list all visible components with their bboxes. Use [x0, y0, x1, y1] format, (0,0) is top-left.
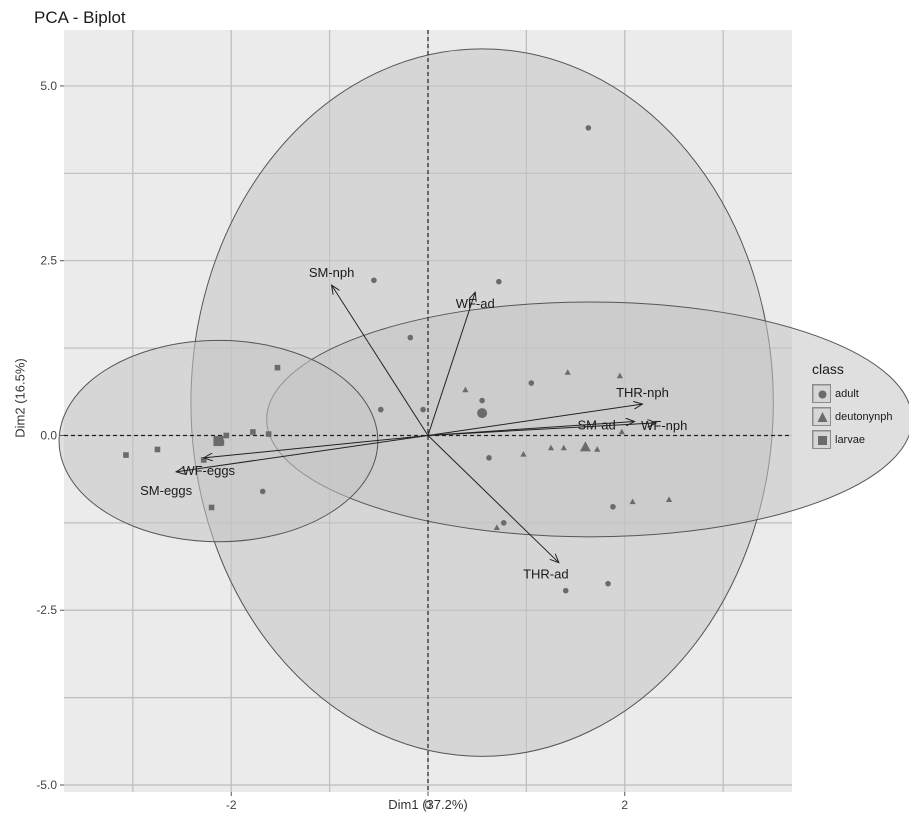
point-deutonynph: [560, 444, 567, 451]
point-adult: [610, 503, 616, 510]
point-deutonynph: [594, 446, 601, 452]
point-adult: [377, 406, 384, 413]
variable-arrows: SM-nph WF-ad THR-nph SM-ad WF-nph THR-ad WF-eg…: [140, 265, 687, 582]
point-adult: [479, 397, 485, 404]
arrow-label-SM-ad: SM-ad: [577, 417, 615, 432]
mean-point-adult: [477, 408, 488, 419]
arrow-label-THR-nph: THR-nph: [616, 385, 669, 400]
legend-label: adult: [835, 387, 859, 400]
point-adult: [528, 380, 535, 386]
arrow-THR-nph: [427, 404, 642, 436]
point-deutonynph: [520, 450, 527, 457]
arrow-WF-ad: [427, 292, 475, 436]
y-tick-label: 2.5: [40, 254, 57, 268]
point-adult: [371, 277, 377, 284]
mean-point-deutonynph: [579, 441, 591, 452]
arrow-SM-nph: [332, 285, 429, 436]
point-deutonynph: [665, 496, 673, 503]
legend-circle-icon: [812, 384, 831, 403]
legend-square-icon: [812, 430, 831, 449]
point-larvae: [274, 364, 281, 371]
arrow-label-WF-nph: WF-nph: [641, 418, 687, 433]
legend-title: class: [812, 361, 844, 377]
point-adult: [500, 520, 507, 526]
y-tick-label: 0.0: [40, 428, 57, 442]
legend-label: larvae: [835, 433, 865, 446]
legend-triangle-icon: [812, 407, 831, 426]
arrow-SM-eggs: [176, 434, 429, 471]
point-larvae: [250, 429, 256, 435]
x-tick-label: 2: [621, 798, 628, 812]
arrow-label-WF-eggs: WF-eggs: [182, 463, 235, 478]
legend-item-adult: adult: [812, 382, 893, 405]
point-adult: [486, 455, 492, 461]
point-deutonynph: [629, 498, 636, 505]
x-tick-label: -2: [226, 798, 237, 812]
point-deutonynph: [547, 444, 555, 451]
point-larvae: [154, 446, 161, 453]
point-larvae: [265, 431, 272, 437]
point-deutonynph: [493, 524, 500, 530]
point-larvae: [223, 432, 230, 439]
axis-ticks: -2 0 2 -5.0 -2.5 0.0 2.5 5.0: [36, 79, 628, 812]
legend-item-larvae: larvae: [812, 428, 893, 451]
point-adult: [259, 488, 266, 495]
point-adult: [407, 334, 414, 341]
point-deutonynph: [616, 372, 623, 379]
point-larvae: [123, 452, 129, 458]
chart-title: PCA - Biplot: [34, 8, 126, 27]
point-deutonynph: [564, 369, 571, 375]
x-axis-label: Dim1 (37.2%): [388, 797, 468, 812]
legend-label: deutonynph: [835, 410, 893, 423]
mean-point-larvae: [213, 436, 224, 447]
point-adult: [585, 125, 592, 131]
arrow-WF-eggs: [204, 434, 429, 457]
legend-item-deutonynph: deutonynph: [812, 405, 893, 428]
arrow-WF-nph: [427, 423, 656, 436]
arrow-label-WF-ad: WF-ad: [456, 296, 495, 311]
arrow-THR-ad: [427, 435, 559, 562]
point-adult: [562, 587, 569, 594]
arrow-label-THR-ad: THR-ad: [523, 567, 569, 582]
point-larvae: [208, 504, 215, 511]
point-deutonynph: [618, 428, 625, 435]
y-axis-label: Dim2 (16.5%): [12, 358, 28, 438]
point-adult: [420, 406, 426, 413]
legend: class adult deutonynph larvae: [812, 361, 893, 451]
point-deutonynph: [462, 386, 469, 393]
point-adult: [496, 278, 502, 285]
point-adult: [605, 580, 611, 587]
y-tick-label: -2.5: [36, 603, 57, 617]
arrow-label-SM-eggs: SM-eggs: [140, 483, 193, 498]
y-tick-label: 5.0: [40, 79, 57, 93]
arrow-label-SM-nph: SM-nph: [309, 265, 355, 280]
x-tick-label: 0: [425, 798, 432, 812]
y-tick-label: -5.0: [36, 778, 57, 792]
